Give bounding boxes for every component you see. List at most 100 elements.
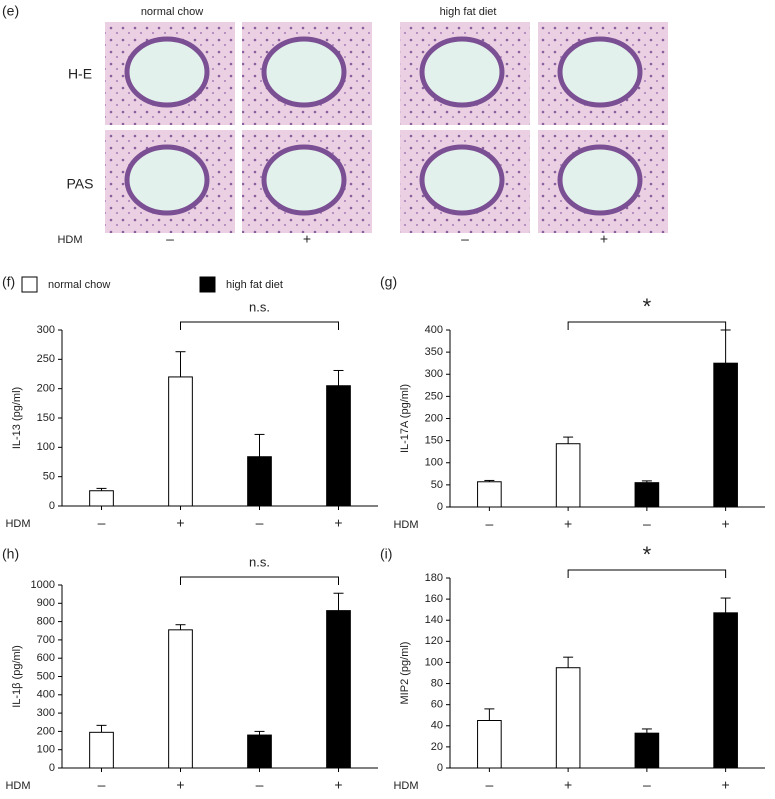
y-tick-label: 120 — [425, 635, 443, 647]
bar — [326, 610, 351, 769]
y-tick-label: 200 — [425, 412, 443, 424]
bar — [168, 376, 193, 507]
airway-lumen — [261, 144, 347, 216]
x-tick-label: – — [256, 777, 264, 793]
x-label: HDM — [5, 780, 30, 792]
x-label: HDM — [393, 780, 418, 792]
row-label: PAS — [67, 176, 94, 192]
treatment-label: – — [461, 231, 469, 247]
y-tick-label: 700 — [37, 634, 55, 646]
row-label: H-E — [68, 66, 92, 82]
airway-lumen — [124, 144, 210, 216]
y-tick-label: 200 — [37, 725, 55, 737]
y-tick-label: 200 — [37, 383, 55, 395]
y-tick-label: 40 — [431, 720, 443, 732]
y-tick-label: 900 — [37, 597, 55, 609]
x-tick-label: – — [485, 516, 493, 532]
x-tick-label: – — [485, 777, 493, 793]
x-label: HDM — [5, 518, 30, 530]
airway-lumen — [557, 144, 643, 216]
x-tick-label: + — [722, 516, 730, 532]
group-label: high fat diet — [440, 6, 497, 18]
bar — [168, 629, 193, 769]
significance-label: n.s. — [249, 299, 270, 314]
y-tick-label: 500 — [37, 670, 55, 682]
legend-swatch — [21, 276, 38, 293]
significance-label: * — [643, 542, 652, 567]
x-tick-label: + — [334, 777, 342, 793]
x-tick-label: + — [564, 777, 572, 793]
y-tick-label: 300 — [37, 707, 55, 719]
y-axis-label: IL-1β (pg/ml) — [11, 645, 23, 708]
significance-label: * — [643, 294, 652, 319]
bar — [634, 482, 660, 508]
bar — [555, 667, 581, 769]
x-tick-label: + — [176, 777, 184, 793]
x-tick-label: – — [98, 515, 106, 531]
y-tick-label: 0 — [49, 500, 55, 512]
airway-lumen — [419, 144, 505, 216]
y-tick-label: 100 — [425, 457, 443, 469]
y-tick-label: 100 — [425, 656, 443, 668]
significance-bracket — [567, 321, 727, 330]
y-tick-label: 0 — [437, 501, 443, 513]
y-tick-label: 160 — [425, 593, 443, 605]
bar — [634, 732, 660, 769]
panel-label: (h) — [2, 546, 19, 562]
y-tick-label: 150 — [37, 412, 55, 424]
significance-bracket — [567, 569, 727, 578]
y-tick-label: 0 — [49, 762, 55, 774]
bar — [89, 731, 114, 769]
y-axis-label: IL-13 (pg/ml) — [11, 387, 23, 449]
legend-swatch — [199, 276, 216, 293]
y-tick-label: 250 — [425, 390, 443, 402]
x-tick-label: + — [722, 777, 730, 793]
bar — [89, 490, 114, 507]
y-tick-label: 0 — [437, 762, 443, 774]
y-tick-label: 60 — [431, 699, 443, 711]
x-tick-label: + — [334, 515, 342, 531]
y-tick-label: 20 — [431, 741, 443, 753]
significance-bracket — [180, 321, 339, 330]
bar — [713, 362, 738, 508]
x-tick-label: + — [564, 516, 572, 532]
panel-label: (f) — [2, 274, 15, 290]
airway-lumen — [419, 36, 505, 108]
treatment-label: – — [166, 231, 174, 247]
histology-panel: (e) normal chow high fat diet H-E PAS HD… — [2, 3, 668, 247]
bar — [477, 481, 502, 508]
y-tick-label: 600 — [37, 652, 55, 664]
y-tick-label: 400 — [37, 689, 55, 701]
y-tick-label: 300 — [425, 368, 443, 380]
bar — [247, 456, 272, 507]
bar — [326, 385, 351, 507]
y-tick-label: 250 — [37, 353, 55, 365]
x-tick-label: + — [176, 515, 184, 531]
panel-label: (g) — [380, 274, 397, 290]
bar — [555, 443, 581, 508]
airway-lumen — [557, 36, 643, 108]
airway-lumen — [261, 36, 347, 108]
significance-label: n.s. — [249, 554, 270, 569]
x-label: HDM — [393, 519, 418, 531]
group-label: normal chow — [141, 6, 203, 18]
y-tick-label: 50 — [43, 471, 55, 483]
y-axis-label: IL-17A (pg/ml) — [399, 384, 411, 453]
x-tick-label: – — [256, 515, 264, 531]
bar — [247, 734, 272, 769]
y-axis-label: MIP2 (pg/ml) — [399, 642, 411, 705]
panel-label: (e) — [2, 3, 19, 19]
legend-label: normal chow — [48, 279, 110, 291]
bar — [477, 720, 502, 769]
x-tick-label: – — [98, 777, 106, 793]
y-tick-label: 350 — [425, 346, 443, 358]
x-tick-label: – — [643, 516, 651, 532]
y-tick-label: 180 — [425, 572, 443, 584]
y-tick-label: 100 — [37, 441, 55, 453]
y-tick-label: 100 — [37, 744, 55, 756]
y-tick-label: 400 — [425, 324, 443, 336]
x-tick-label: – — [643, 777, 651, 793]
x-label: HDM — [57, 234, 82, 246]
significance-bracket — [180, 576, 339, 585]
